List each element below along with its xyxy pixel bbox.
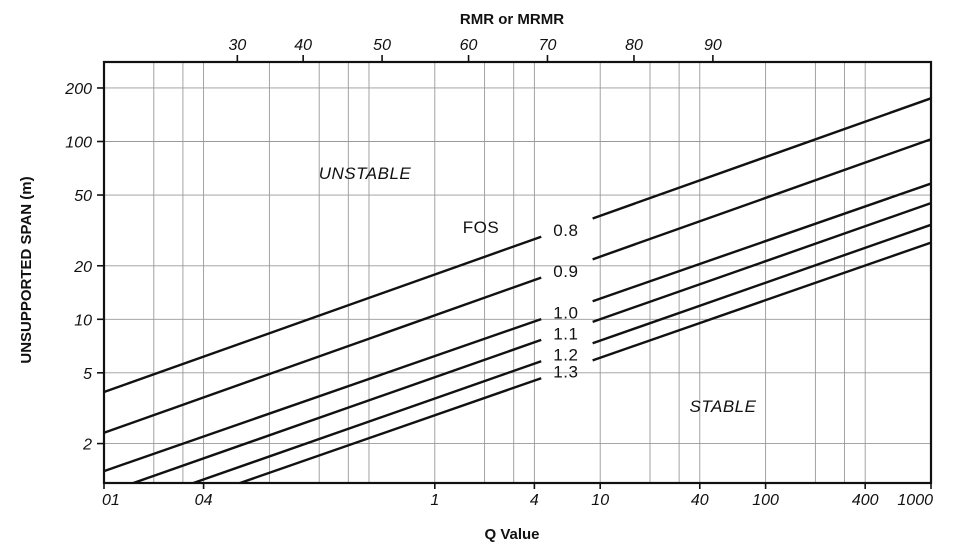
grid — [103, 62, 932, 483]
bottom-tick-label: 40 — [691, 492, 709, 509]
fos-curve-1.3-segment — [592, 241, 931, 362]
bottom-axis-ticks: 01 04 1 4 10 40 100 400 1000 — [102, 483, 933, 509]
unstable-region-label: UNSTABLE — [319, 164, 412, 183]
fos-curve-1.2-segment — [592, 223, 931, 345]
bottom-tick-label: 10 — [591, 492, 609, 509]
fos-curve-1.0 — [104, 317, 542, 473]
left-tick-label: 10 — [74, 312, 92, 329]
fos-label-1.0: 1.0 — [553, 304, 578, 323]
top-tick-label: 60 — [460, 37, 478, 54]
left-tick-label: 20 — [73, 259, 92, 276]
bottom-tick-label: 1 — [430, 492, 439, 509]
fos-label-1.3: 1.3 — [553, 363, 578, 382]
bottom-tick-label: 100 — [752, 492, 779, 509]
fos-label-1.2: 1.2 — [553, 346, 578, 365]
fos-label-1.1: 1.1 — [553, 324, 578, 343]
fos-curve-1.0-segment — [592, 182, 931, 303]
fos-curve-0.8 — [104, 235, 542, 394]
top-tick-label: 50 — [373, 37, 391, 54]
left-tick-label: 50 — [74, 188, 92, 205]
left-tick-label: 5 — [83, 366, 92, 383]
fos-curve-0.9 — [104, 276, 542, 434]
fos-label-0.8: 0.8 — [553, 221, 578, 240]
bottom-tick-label: 400 — [852, 492, 879, 509]
top-tick-label: 70 — [539, 37, 557, 54]
fos-legend-title: FOS — [463, 218, 499, 237]
fos-curve-1.1-segment — [592, 202, 931, 324]
curve-labels: 0.8 0.9 1.01.1 1.21.3 — [553, 221, 578, 382]
x-axis-title: Q Value — [484, 526, 539, 543]
y-axis-title: UNSUPPORTED SPAN (m) — [18, 176, 35, 363]
fos-curve-0.9-segment — [592, 138, 931, 261]
top-tick-label: 80 — [625, 37, 643, 54]
left-tick-label: 2 — [82, 437, 92, 454]
stable-region-label: STABLE — [690, 397, 757, 416]
top-tick-label: 90 — [704, 37, 722, 54]
top-tick-label: 30 — [228, 37, 246, 54]
bottom-tick-label: 1000 — [897, 492, 933, 509]
left-tick-label: 200 — [64, 81, 92, 98]
fos-curve-1.1 — [129, 338, 542, 483]
top-axis-ticks: 30 40 50 60 70 80 90 — [228, 37, 722, 62]
bottom-tick-label: 4 — [530, 492, 539, 509]
fos-curve-1.3 — [236, 377, 542, 483]
top-tick-label: 40 — [294, 37, 312, 54]
fos-curve-1.2 — [189, 360, 542, 483]
plot-frame — [102, 60, 933, 485]
fos-curve-0.8-segment — [592, 97, 931, 220]
bottom-tick-label: 04 — [195, 492, 213, 509]
fos-label-0.9: 0.9 — [553, 262, 578, 281]
left-axis-ticks: 200 100 50 20 10 5 2 — [64, 81, 104, 454]
fos-curves — [104, 97, 931, 483]
bottom-tick-label: 01 — [102, 492, 120, 509]
left-tick-label: 100 — [65, 134, 92, 151]
top-axis-title: RMR or MRMR — [460, 11, 564, 28]
